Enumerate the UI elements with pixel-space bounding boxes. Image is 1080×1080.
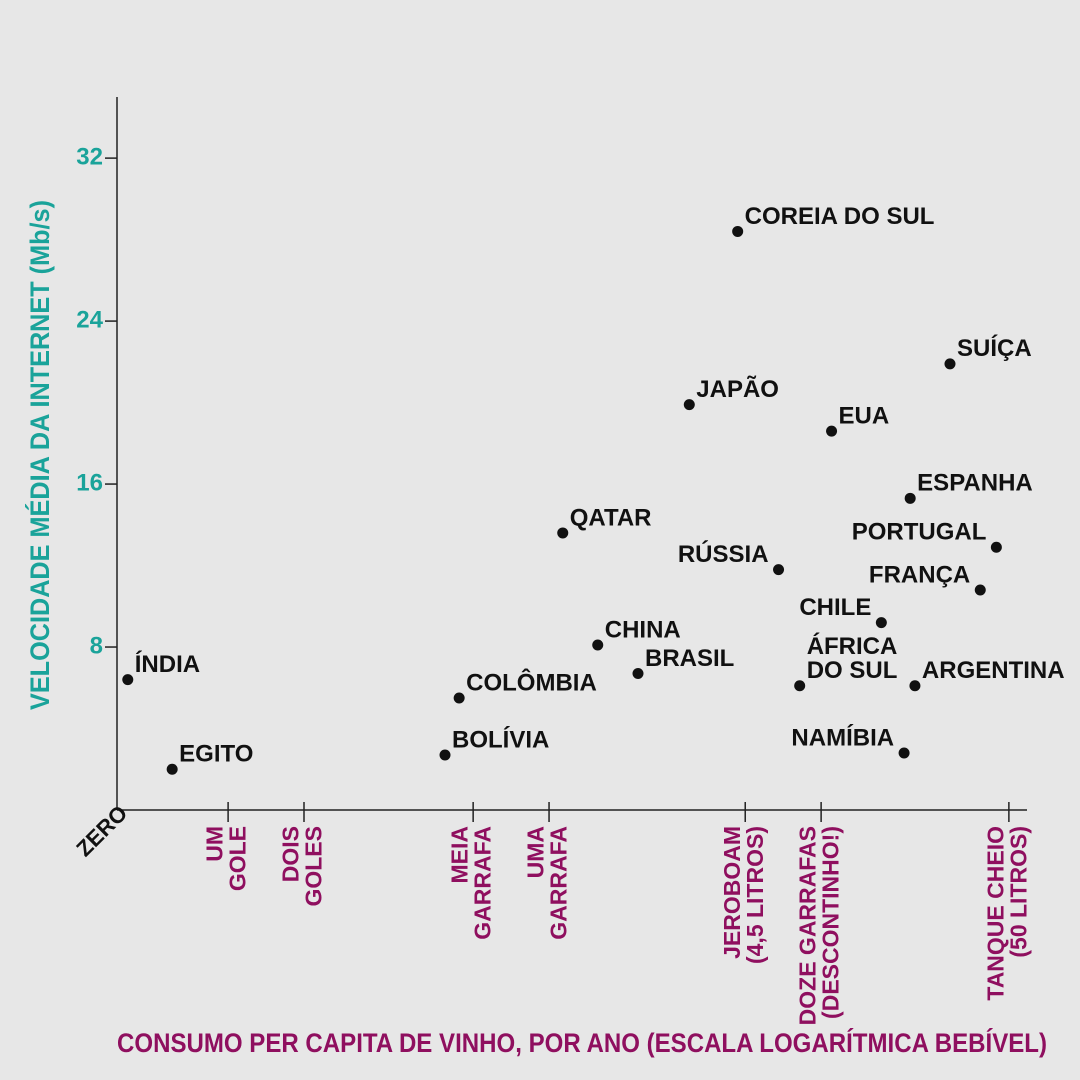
- point-label: PORTUGAL: [852, 519, 987, 546]
- x-tick-label: UMA: [523, 826, 549, 878]
- point: [875, 617, 887, 629]
- x-tick-label: GOLES: [301, 826, 327, 907]
- point-label: COREIA DO SUL: [745, 203, 935, 230]
- point-label: ARGENTINA: [922, 657, 1065, 684]
- point: [439, 749, 451, 761]
- point-label: COLÔMBIA: [466, 668, 597, 696]
- point-label: CHILE: [799, 594, 871, 621]
- point: [944, 358, 956, 370]
- x-tick-label: DOZE GARRAFAS: [795, 826, 821, 1025]
- point-label: ÁFRICA: [807, 632, 898, 660]
- point: [732, 225, 744, 237]
- point-label: ÍNDIA: [135, 650, 200, 678]
- point-label: QATAR: [570, 504, 652, 531]
- point: [632, 668, 644, 680]
- point-label: DO SUL: [807, 657, 898, 684]
- x-tick-label: GARRAFA: [546, 826, 572, 940]
- x-axis-title: CONSUMO PER CAPITA DE VINHO, POR ANO (ES…: [117, 1027, 1047, 1058]
- point-label: EUA: [839, 402, 890, 429]
- point-label: BRASIL: [645, 645, 734, 672]
- point-label: ESPANHA: [917, 470, 1033, 497]
- x-tick-label: JEROBOAM: [719, 826, 745, 959]
- x-tick-label: (4,5 LITROS): [742, 826, 768, 964]
- y-tick-label: 32: [76, 143, 103, 170]
- point: [453, 692, 465, 704]
- point-label: BOLÍVIA: [452, 725, 549, 753]
- point-label: SUÍÇA: [957, 334, 1032, 362]
- y-axis-title: VELOCIDADE MÉDIA DA INTERNET (Mb/s): [24, 200, 55, 710]
- point-label: RÚSSIA: [678, 540, 769, 568]
- point: [773, 564, 785, 576]
- x-tick-label: DOIS: [278, 826, 304, 882]
- y-tick-label: 24: [76, 306, 103, 333]
- point: [166, 763, 178, 775]
- point-label: JAPÃO: [696, 375, 779, 403]
- point: [683, 399, 695, 411]
- x-tick-label: (50 LITROS): [1005, 826, 1031, 958]
- point: [904, 492, 916, 504]
- point: [826, 425, 838, 437]
- x-tick-label: GARRAFA: [470, 826, 496, 940]
- point: [898, 747, 910, 759]
- point-label: CHINA: [605, 616, 681, 643]
- x-tick-label: UM: [202, 826, 228, 862]
- point: [592, 639, 604, 651]
- x-tick-label: TANQUE CHEIO: [982, 826, 1008, 1001]
- point-label: EGITO: [179, 741, 253, 768]
- point: [974, 584, 986, 596]
- point: [794, 680, 806, 692]
- point-label: NAMÍBIA: [791, 723, 894, 751]
- point: [909, 680, 921, 692]
- point: [122, 674, 134, 686]
- x-tick-label: (DESCONTINHO!): [818, 826, 844, 1019]
- point: [990, 541, 1002, 553]
- y-tick-label: 8: [90, 632, 103, 659]
- x-tick-label: GOLE: [225, 826, 251, 891]
- y-tick-label: 16: [76, 469, 103, 496]
- x-tick-label: MEIA: [447, 826, 473, 884]
- point-label: FRANÇA: [869, 561, 970, 588]
- point: [557, 527, 569, 539]
